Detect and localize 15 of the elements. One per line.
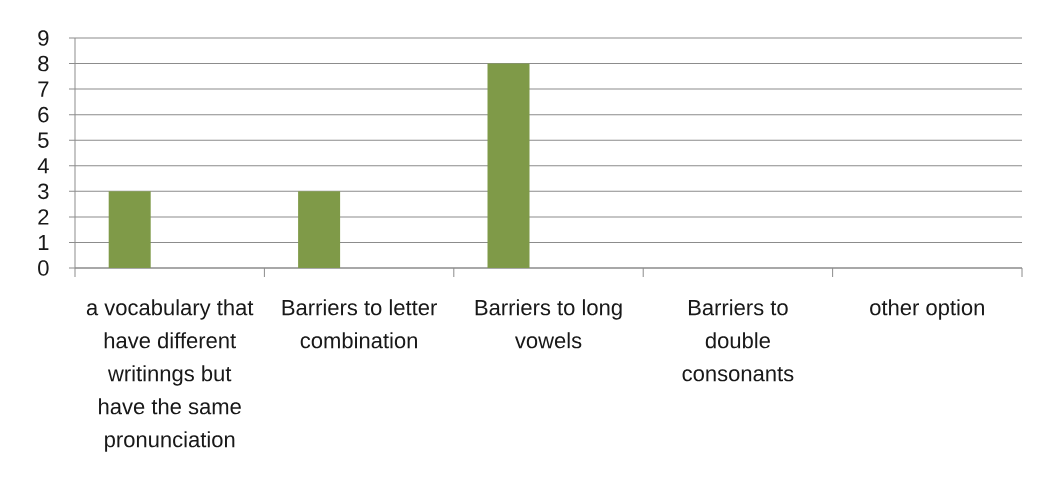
y-tick-label: 9: [38, 30, 49, 46]
y-tick-label: 1: [38, 234, 49, 251]
y-tick-label: 5: [38, 132, 49, 148]
x-tick-label: Barriers to letter combination: [282, 299, 437, 349]
y-tick-label: 8: [38, 55, 49, 72]
y-tick-label: 6: [38, 106, 49, 123]
y-tick-label: 3: [38, 183, 49, 200]
x-tick-label: Barriers to double consonants: [682, 299, 794, 382]
y-tick-label: 7: [38, 81, 49, 97]
y-tick-label: 0: [38, 260, 49, 276]
x-tick-label: a vocabulary that have different writinngs but have the same pronunciation: [86, 299, 254, 452]
x-tick-label: other option: [870, 299, 984, 320]
y-tick-label: 4: [37, 158, 49, 174]
x-tick-label: Barriers to long vowels: [475, 299, 622, 349]
y-tick-label: 2: [38, 209, 49, 225]
